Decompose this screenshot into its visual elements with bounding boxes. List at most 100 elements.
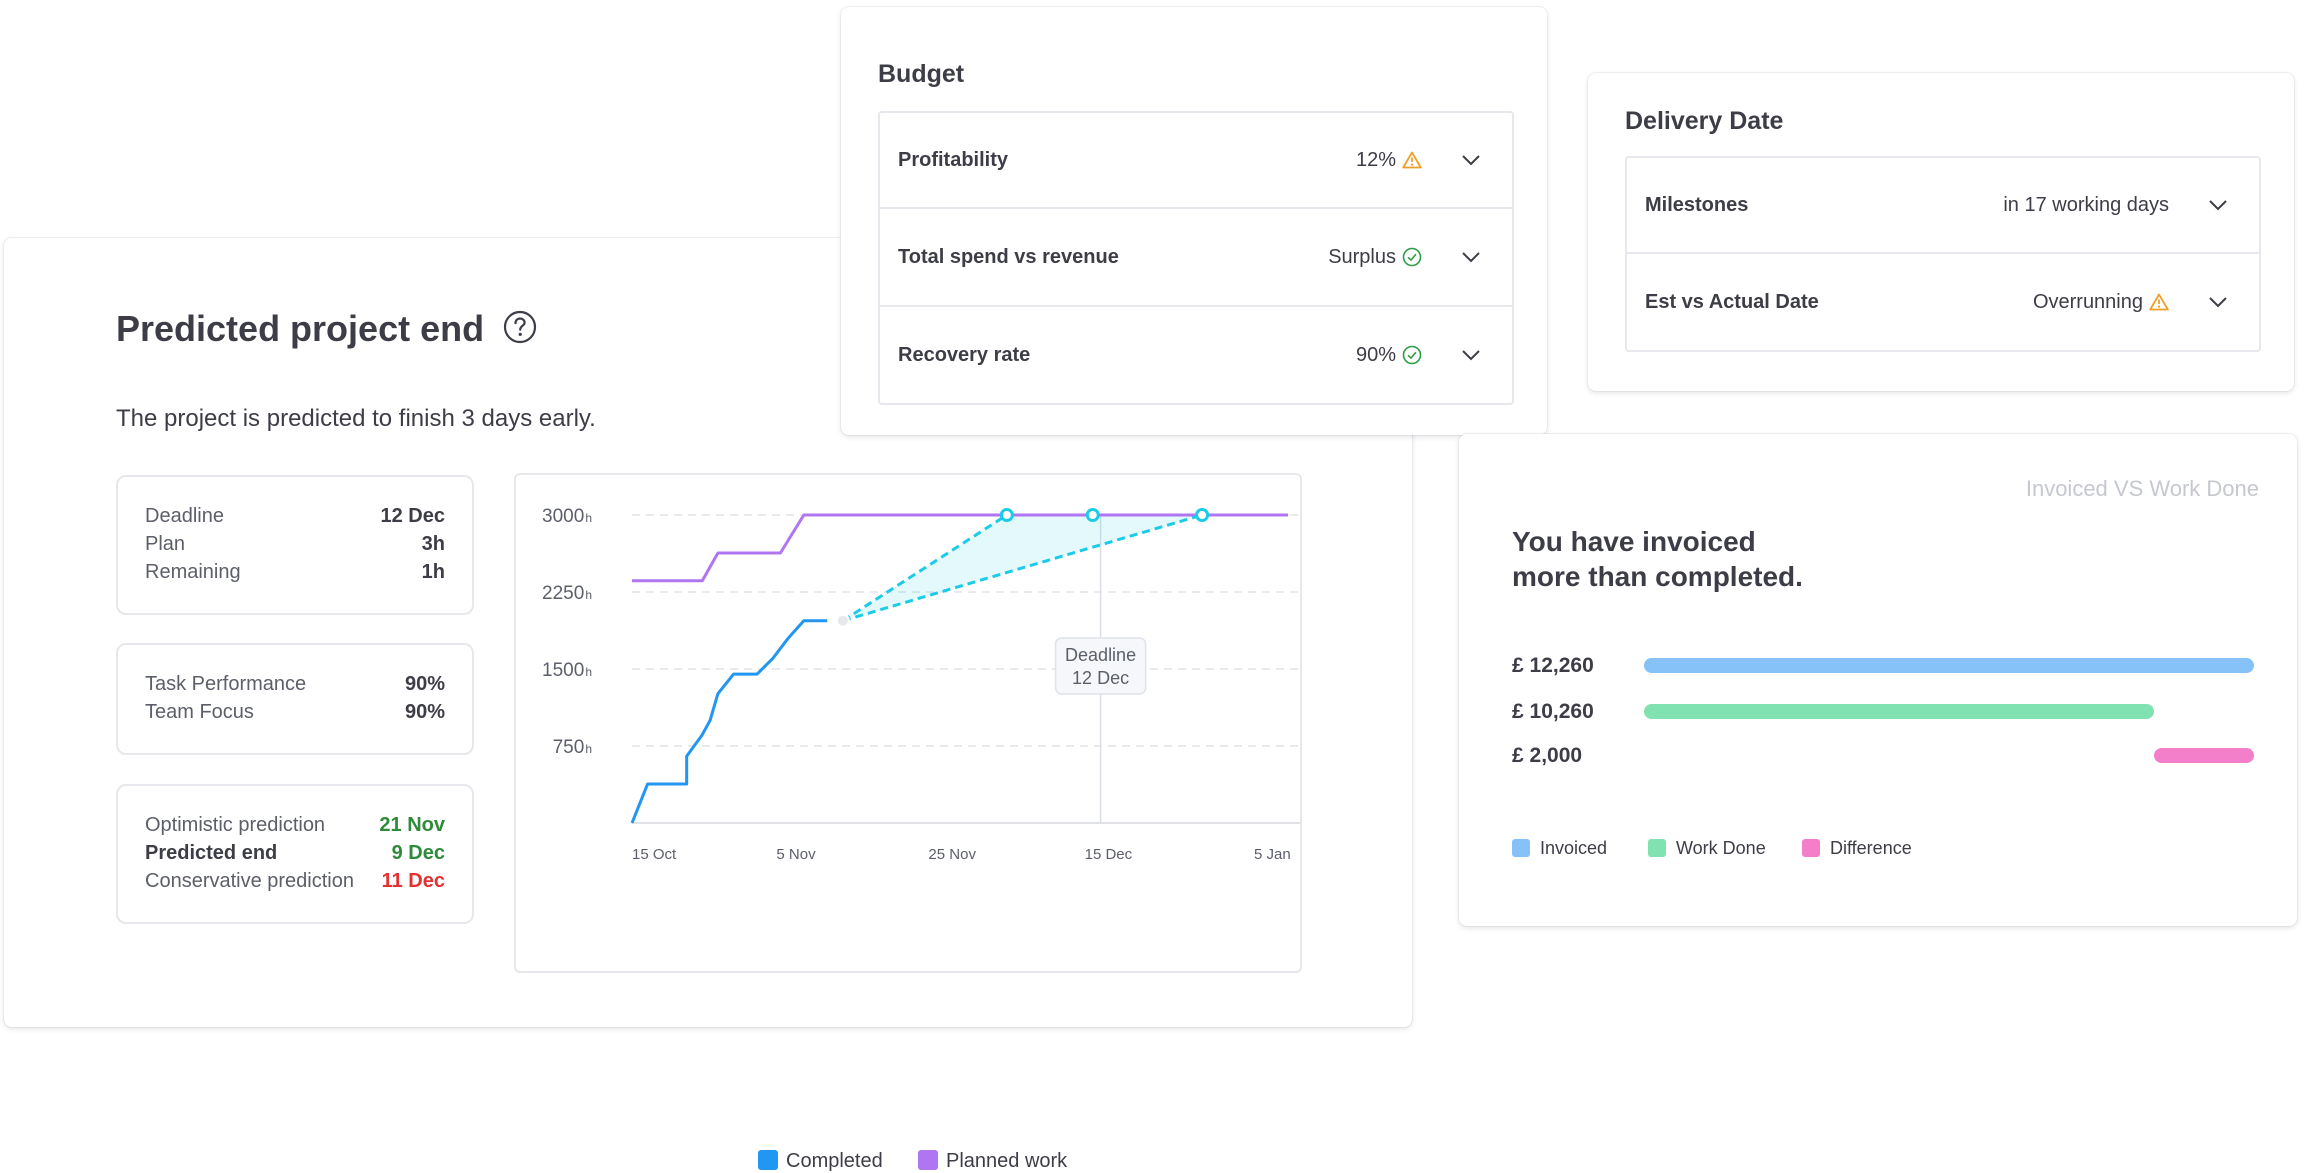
row-value: 90%	[1356, 307, 1422, 403]
stat-row-predicted-end: Predicted end 9 Dec	[145, 842, 445, 870]
stat-label: Team Focus	[145, 701, 254, 723]
legend-swatch	[1802, 839, 1820, 857]
prediction-stats: Optimistic prediction 21 Nov Predicted e…	[116, 784, 474, 924]
row-value: Surplus	[1328, 209, 1422, 305]
stat-row-remaining: Remaining 1h	[145, 561, 445, 589]
y-tick-unit: h	[585, 742, 592, 756]
deadline-tooltip-line2: 12 Dec	[1072, 668, 1129, 688]
burnup-chart: 750h 1500h 2250h 3000h 15 Oct 5 Nov 25 Nov 15 D…	[514, 473, 1302, 1172]
legend-work-done: Work Done	[1648, 838, 1766, 859]
x-tick-label: 15 Dec	[1085, 846, 1133, 863]
stat-row-conservative: Conservative prediction 11 Dec	[145, 870, 445, 898]
stat-value: 21 Nov	[379, 814, 445, 836]
prediction-point-optimistic	[999, 508, 1014, 522]
y-tick-label: 3000h	[542, 506, 592, 527]
card-tag: Invoiced VS Work Done	[2025, 476, 2259, 501]
series-line-completed	[630, 619, 828, 824]
bar-label-difference: £ 2,000	[1512, 744, 1583, 767]
x-tick-label: 15 Oct	[632, 846, 677, 863]
budget-row-recovery-rate[interactable]: Recovery rate 90%	[880, 307, 1512, 403]
y-tick-label: 1500h	[542, 660, 592, 681]
deadline-tooltip	[1054, 637, 1147, 695]
stat-value: 1h	[421, 561, 445, 583]
prediction-start-point	[835, 613, 850, 628]
stat-row-deadline: Deadline 12 Dec	[145, 505, 445, 533]
deadline-stats: Deadline 12 Dec Plan 3h Remaining 1h	[116, 475, 474, 615]
deadline-tooltip-line1: Deadline	[1065, 645, 1136, 665]
stat-label: Deadline	[145, 505, 224, 527]
row-value-text: Surplus	[1328, 245, 1396, 268]
legend-completed: Completed	[758, 1150, 883, 1173]
chevron-down-icon[interactable]	[1460, 247, 1482, 267]
budget-row-profitability[interactable]: Profitability 12%	[880, 113, 1512, 209]
legend-swatch	[1648, 839, 1666, 857]
stat-label: Plan	[145, 533, 186, 555]
legend-label: Difference	[1830, 838, 1912, 858]
row-value: 12%	[1356, 113, 1422, 207]
prediction-line-optimistic	[842, 513, 1008, 623]
row-label: Est vs Actual Date	[1645, 290, 1819, 313]
stat-label: Remaining	[145, 561, 241, 583]
legend-label: Invoiced	[1540, 838, 1608, 858]
x-tick-label: 5 Jan	[1254, 846, 1291, 863]
x-tick-label: 5 Nov	[776, 846, 816, 863]
budget-row-spend-vs-revenue[interactable]: Total spend vs revenue Surplus	[880, 209, 1512, 307]
stat-value: 3h	[421, 533, 445, 555]
stat-value: 12 Dec	[380, 505, 446, 527]
invoice-heading-line1: You have invoiced	[1512, 526, 1756, 557]
x-tick-label: 25 Nov	[928, 846, 976, 863]
warning-triangle-icon	[2149, 293, 2169, 311]
legend-swatch	[918, 1150, 938, 1170]
stat-label: Optimistic prediction	[145, 814, 326, 836]
burnup-chart-svg: 750h 1500h 2250h 3000h 15 Oct 5 Nov 25 Nov 15 D…	[542, 506, 1300, 863]
delivery-row-milestones[interactable]: Milestones in 17 working days	[1627, 158, 2259, 254]
prediction-point-conservative	[1195, 508, 1210, 522]
prediction-point-predicted	[1085, 508, 1100, 522]
row-value: in 17 working days	[2003, 158, 2169, 252]
delivery-title: Delivery Date	[1625, 107, 1784, 135]
performance-stats: Task Performance 90% Team Focus 90%	[116, 643, 474, 755]
row-value-text: 90%	[1355, 343, 1396, 366]
bar-label-invoiced: £ 12,260	[1512, 654, 1594, 677]
stat-value: 11 Dec	[381, 870, 445, 892]
row-label: Total spend vs revenue	[898, 245, 1119, 268]
legend-label: Completed	[786, 1150, 883, 1172]
chevron-down-icon[interactable]	[2207, 195, 2229, 215]
page-title: Predicted project end	[116, 308, 485, 349]
prediction-range-area	[842, 515, 1203, 621]
delivery-date-card: Delivery Date Milestones in 17 working d…	[1588, 73, 2294, 391]
y-tick-label: 2250h	[542, 583, 592, 604]
delivery-row-est-vs-actual[interactable]: Est vs Actual Date Overrunning	[1627, 254, 2259, 350]
chevron-down-icon[interactable]	[1460, 150, 1482, 170]
invoice-heading: You have invoiced more than completed.	[1512, 524, 1803, 594]
row-label: Milestones	[1645, 193, 1749, 216]
stat-row-task-performance: Task Performance 90%	[145, 673, 445, 701]
y-tick-unit: h	[585, 665, 592, 679]
legend-planned-work: Planned work	[918, 1150, 1067, 1173]
legend-label: Work Done	[1676, 838, 1766, 858]
chevron-down-icon[interactable]	[1460, 345, 1482, 365]
y-tick-unit: h	[585, 511, 592, 525]
stat-value: 9 Dec	[391, 842, 445, 864]
delivery-list: Milestones in 17 working days Est vs Act…	[1625, 156, 2261, 352]
budget-title: Budget	[878, 60, 965, 88]
invoiced-vs-work-done-card: Invoiced VS Work Done You have invoiced …	[1459, 434, 2297, 926]
legend-invoiced: Invoiced	[1512, 838, 1607, 859]
invoice-heading-line2: more than completed.	[1512, 561, 1803, 592]
bar-work-done	[1644, 704, 2155, 719]
warning-triangle-icon	[1402, 151, 1422, 169]
bar-invoiced	[1644, 658, 2254, 673]
legend-difference: Difference	[1802, 838, 1912, 859]
row-value-text: 12%	[1355, 148, 1396, 171]
y-tick-label: 750h	[553, 737, 592, 758]
prediction-line-conservative	[842, 513, 1203, 623]
row-label: Profitability	[898, 148, 1009, 171]
stat-label: Task Performance	[145, 673, 307, 695]
question-circle-icon[interactable]	[503, 310, 537, 344]
bar-difference	[2154, 748, 2254, 763]
budget-list: Profitability 12% Total spend vs revenue…	[878, 111, 1514, 405]
check-circle-icon	[1402, 247, 1422, 267]
stat-value: 90%	[404, 673, 445, 695]
chevron-down-icon[interactable]	[2207, 292, 2229, 312]
bar-label-work-done: £ 10,260	[1512, 700, 1594, 723]
